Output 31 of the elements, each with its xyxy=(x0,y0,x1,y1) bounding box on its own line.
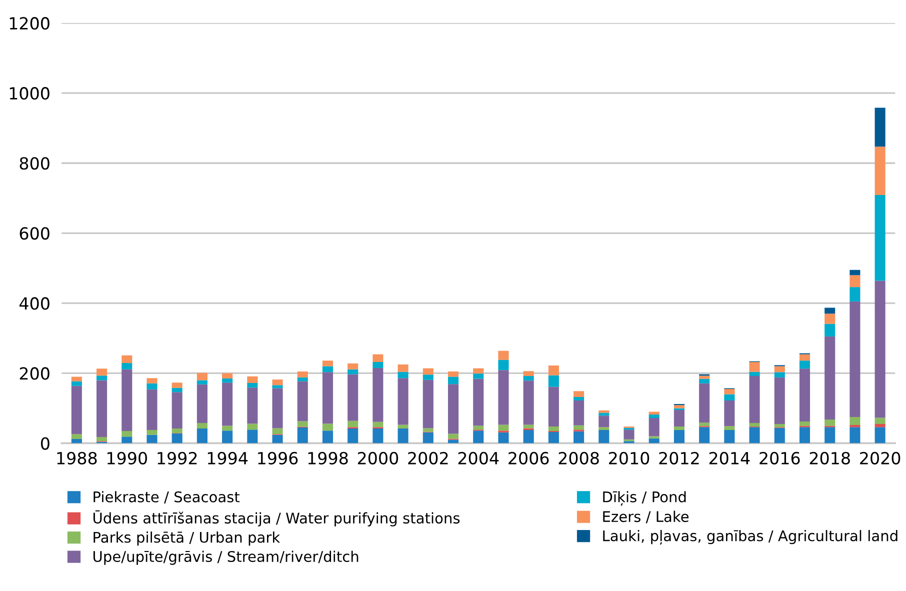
x-tick-label: 2006 xyxy=(508,452,549,464)
x-tick-label: 2018 xyxy=(810,452,850,464)
y-tick-label: 600 xyxy=(20,227,50,240)
y-tick-label: 0 xyxy=(40,437,50,450)
x-tick-label: 2000 xyxy=(358,452,398,464)
x-tick-label: 2008 xyxy=(558,452,599,464)
x-tick-label: 2012 xyxy=(659,452,699,464)
legend-label: Dīķis / Pond xyxy=(603,491,686,506)
legend-label: Parks pilsētā / Urban park xyxy=(94,532,280,546)
x-tick-label: 1994 xyxy=(208,452,248,464)
x-tick-label: 1998 xyxy=(308,452,348,464)
y-tick-label: 800 xyxy=(20,157,50,170)
legend-label: Upe/upīte/grāvis / Stream/river/ditch xyxy=(94,550,358,565)
x-tick-label: 2020 xyxy=(860,452,900,464)
x-tick-label: 2002 xyxy=(408,452,448,464)
y-tick-label: 400 xyxy=(20,297,50,310)
legend-label: Piekraste / Seacoast xyxy=(94,491,240,504)
legend-label: Lauki, pļavas, ganības / Agricultural land xyxy=(603,530,898,545)
x-tick-label: 1990 xyxy=(108,452,147,464)
y-tick-label: 200 xyxy=(20,367,50,380)
x-tick-label: 1996 xyxy=(258,452,298,464)
x-tick-label: 2014 xyxy=(709,452,750,464)
x-tick-label: 2004 xyxy=(458,452,499,464)
x-tick-label: 1988 xyxy=(57,452,97,464)
legend-label: Ezers / Lake xyxy=(603,510,689,524)
x-tick-label: 2010 xyxy=(609,452,650,464)
legend-label: Ūdens attīrīšanas stacija / Water purifying stations xyxy=(94,510,460,526)
x-tick-label: 1992 xyxy=(158,452,197,464)
y-tick-label: 1200 xyxy=(10,17,50,30)
y-tick-label: 1000 xyxy=(10,87,50,100)
x-tick-label: 2016 xyxy=(760,452,800,464)
